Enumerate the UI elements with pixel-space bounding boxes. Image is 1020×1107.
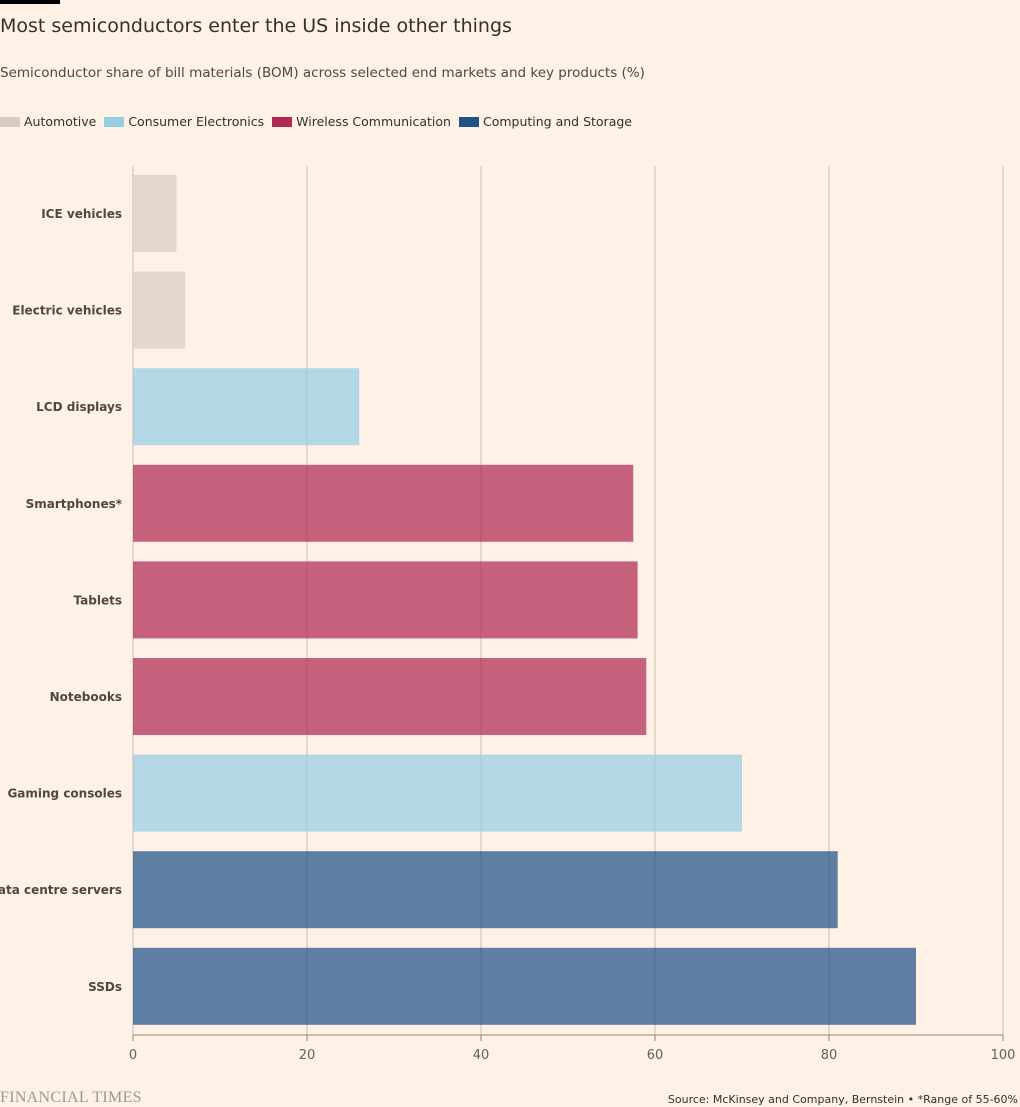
ft-logo: FINANCIAL TIMES <box>0 1089 142 1106</box>
chart-title: Most semiconductors enter the US inside … <box>0 15 512 37</box>
category-label: ICE vehicles <box>41 207 122 221</box>
bar <box>133 464 634 542</box>
legend-item-computing-storage: Computing and Storage <box>458 114 632 129</box>
chart-subtitle: Semiconductor share of bill materials (B… <box>0 65 645 81</box>
category-label: Notebooks <box>50 690 122 704</box>
category-label: Gaming consoles <box>7 787 122 801</box>
bar <box>133 754 742 832</box>
legend-swatch <box>104 116 125 127</box>
x-tick-label: 20 <box>299 1048 316 1063</box>
bar <box>133 175 177 252</box>
bar <box>133 561 638 639</box>
x-tick-label: 0 <box>129 1048 137 1063</box>
category-label: Smartphones* <box>26 497 123 511</box>
legend-item-consumer-electronics: Consumer Electronics <box>104 114 264 129</box>
top-accent-bar <box>0 0 60 4</box>
legend-label: Computing and Storage <box>482 114 632 129</box>
bar <box>133 368 360 446</box>
category-label: Tablets <box>74 593 122 607</box>
legend-swatch <box>0 116 20 127</box>
legend-label: Automotive <box>24 114 97 129</box>
source-note: Source: McKinsey and Company, Bernstein … <box>667 1093 1018 1106</box>
bar <box>133 851 838 929</box>
bar <box>133 271 186 349</box>
x-tick-label: 60 <box>647 1048 664 1063</box>
x-tick-label: 80 <box>821 1048 838 1063</box>
bar <box>133 947 916 1025</box>
legend-swatch <box>458 116 479 127</box>
legend-item-wireless-communication: Wireless Communication <box>272 114 451 129</box>
x-tick-label: 40 <box>473 1048 490 1063</box>
category-label: SSDs <box>88 980 122 994</box>
legend-label: Consumer Electronics <box>128 114 265 129</box>
category-label: Electric vehicles <box>12 304 122 318</box>
bar <box>133 658 647 735</box>
legend-item-automotive: Automotive <box>0 114 96 129</box>
x-tick-label: 100 <box>991 1048 1016 1063</box>
legend-swatch <box>272 116 293 127</box>
legend-label: Wireless Communication <box>296 114 451 129</box>
category-label: Data centre servers <box>0 883 122 897</box>
legend: Automotive Consumer Electronics Wireless… <box>0 114 640 129</box>
category-label: LCD displays <box>36 400 122 414</box>
